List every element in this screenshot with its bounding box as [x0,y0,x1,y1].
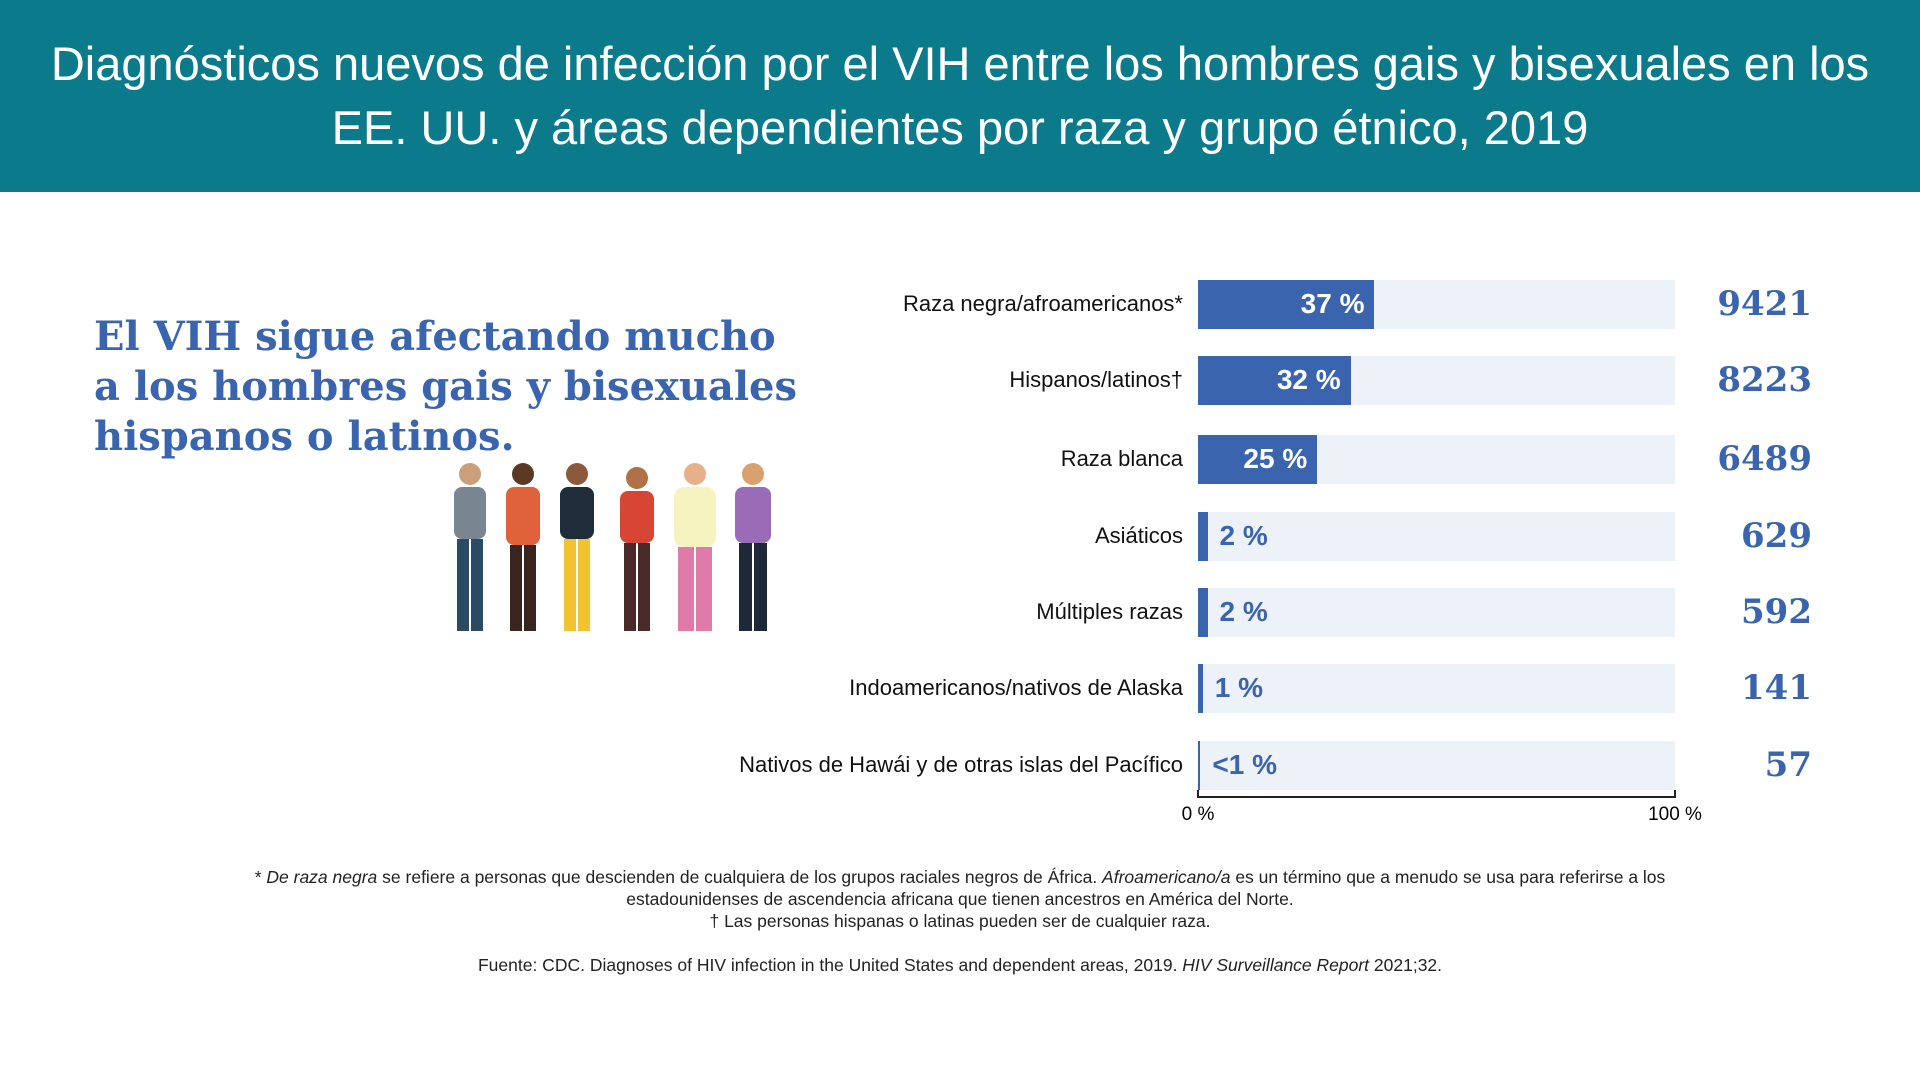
x-axis-line [1198,796,1675,798]
footnote: † Las personas hispanas o latinas pueden… [240,910,1680,932]
value-label: <1 % [1212,749,1277,780]
chart-title: Diagnósticos nuevos de infección por el … [50,37,1870,154]
people-illustration [454,463,771,631]
bar [1198,663,1203,713]
footnote-text: es un término que a menudo se usa para r… [626,867,1666,909]
x-tick [1197,790,1199,798]
category-label: Raza negra/afroamericanos* [902,291,1183,316]
subtitle: El VIH sigue afectando mucho a los hombr… [94,313,798,460]
footnote-text: † Las personas hispanas o latinas pueden… [709,911,1211,931]
category-label: Indoamericanos/nativos de Alaska [849,675,1183,700]
bar [1198,434,1318,484]
count-label: 6489 [1717,439,1812,479]
footnote-text: 2021;32. [1369,955,1443,975]
bar [1198,355,1351,405]
person [674,463,716,631]
person [620,467,654,631]
category-label: Raza blanca [1060,446,1183,471]
value-label: 1 % [1214,672,1264,703]
value-label: 37 % [1300,288,1365,319]
bar [1198,740,1201,790]
footnote: * De raza negra se refiere a personas qu… [240,866,1680,910]
footnote-text: De raza negra [266,867,378,887]
person [506,463,540,631]
footnote-text: Afroamericano/a [1102,867,1231,887]
count-label: 9421 [1717,284,1812,324]
value-label: 25 % [1243,443,1308,474]
footnotes: * De raza negra se refiere a personas qu… [240,866,1680,976]
person [454,463,486,631]
value-label: 2 % [1219,520,1268,551]
footnote-text: * [254,867,267,887]
x-tick [1674,790,1676,798]
value-label: 2 % [1219,596,1268,627]
header: Diagnósticos nuevos de infección por el … [0,0,1920,192]
category-label: Múltiples razas [1036,599,1183,624]
x-tick-label: 0 % [1181,804,1215,825]
person [560,463,594,631]
person [735,463,771,631]
x-tick-label: 100 % [1648,804,1702,825]
bar [1198,511,1208,561]
count-label: 629 [1741,516,1812,556]
count-label: 592 [1741,592,1812,632]
footnote-text: Fuente: CDC. Diagnoses of HIV infection … [477,955,1183,975]
bar-track [1198,663,1675,713]
bar [1198,587,1208,637]
footnote: Fuente: CDC. Diagnoses of HIV infection … [240,954,1680,976]
count-label: 8223 [1717,360,1812,400]
bar-track [1198,740,1675,790]
category-label: Nativos de Hawái y de otras islas del Pa… [739,752,1183,777]
bar [1198,279,1375,329]
bar-track [1198,511,1675,561]
value-label: 32 % [1276,364,1341,395]
category-label: Hispanos/latinos† [1009,367,1183,392]
bar-track [1198,587,1675,637]
footnote-text: se refiere a personas que descienden de … [377,867,1103,887]
category-label: Asiáticos [1094,523,1183,548]
count-label: 57 [1764,745,1812,785]
footnote-text: HIV Surveillance Report [1182,955,1370,975]
count-label: 141 [1741,668,1812,708]
